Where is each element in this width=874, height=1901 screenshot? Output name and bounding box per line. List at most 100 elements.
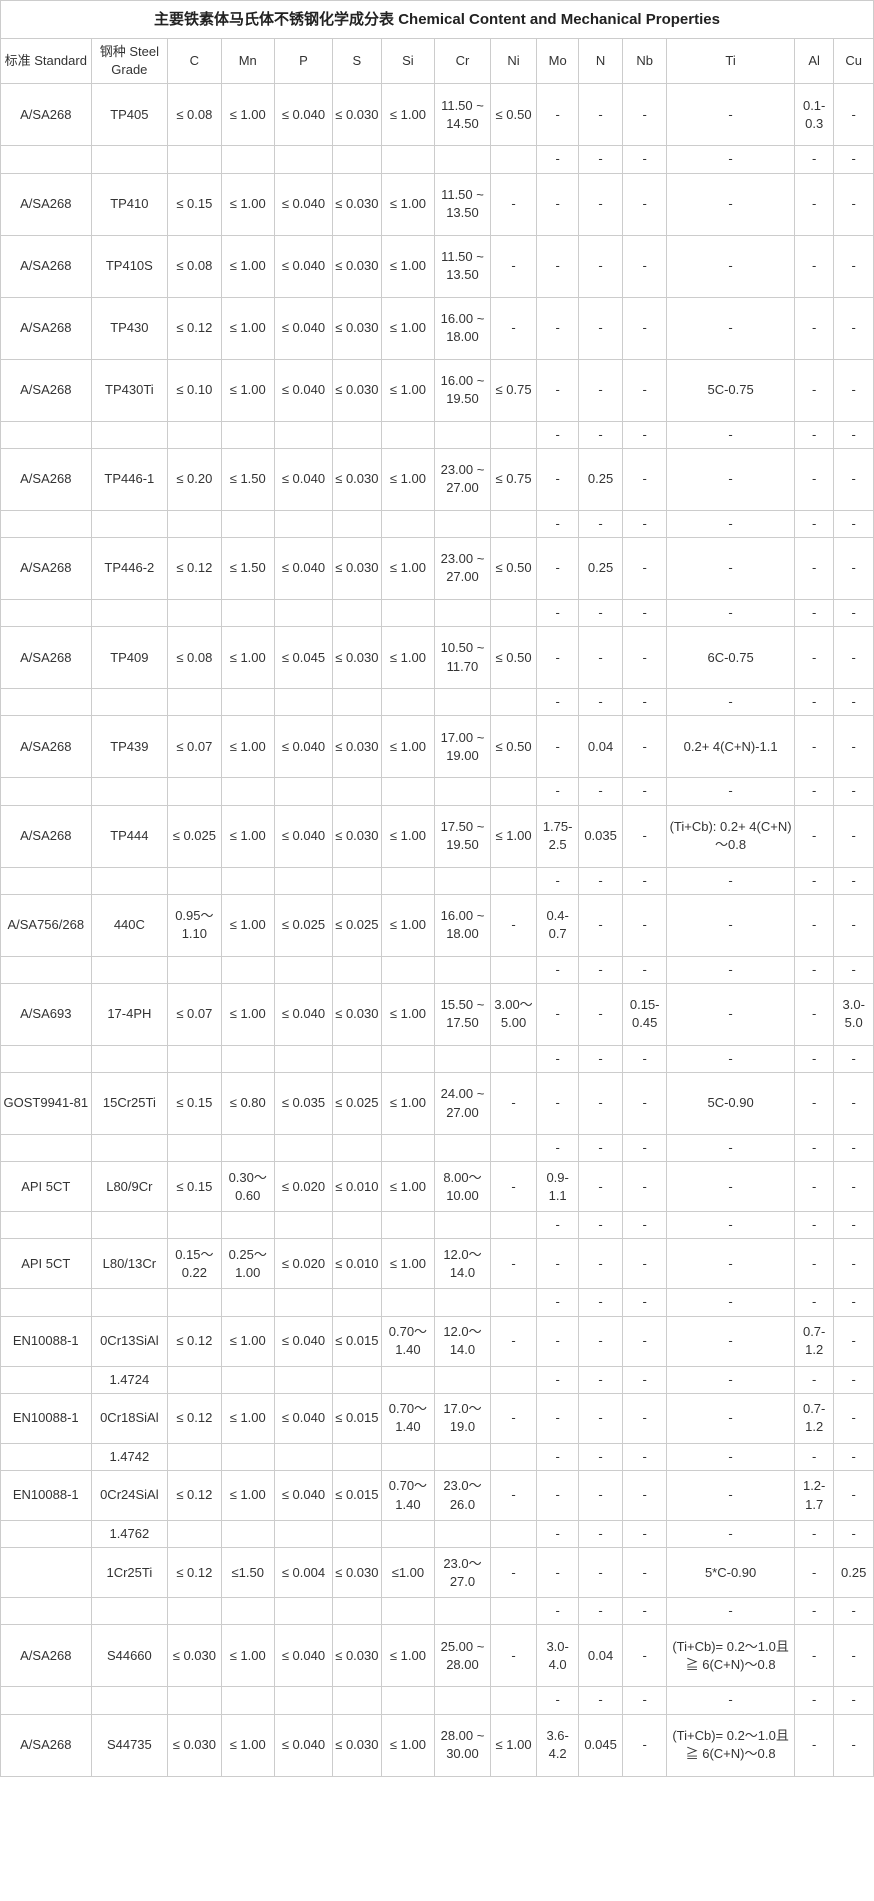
table-cell: 0.95～1.10: [168, 894, 221, 956]
table-cell: -: [834, 1135, 874, 1162]
table-cell: ≤ 1.00: [381, 173, 434, 235]
table-cell: -: [579, 84, 623, 146]
table-cell: [381, 599, 434, 626]
table-cell: ≤ 0.50: [490, 627, 536, 689]
table-cell: -: [537, 173, 579, 235]
table-cell: -: [794, 448, 833, 510]
table-cell: [168, 1135, 221, 1162]
table-cell: 15.50 ~ 17.50: [435, 983, 491, 1045]
table-cell: [435, 1521, 491, 1548]
table-cell: -: [537, 1548, 579, 1598]
table-cell: ≤ 0.040: [274, 1316, 332, 1366]
table-cell: ≤ 0.75: [490, 448, 536, 510]
table-cell: -: [537, 448, 579, 510]
table-cell: -: [579, 1393, 623, 1443]
table-cell: -: [537, 627, 579, 689]
table-cell: [435, 778, 491, 805]
table-cell: -: [834, 421, 874, 448]
table-cell: ≤ 0.030: [332, 716, 381, 778]
table-cell: [332, 689, 381, 716]
table-cell: -: [579, 1443, 623, 1470]
table-cell: -: [579, 778, 623, 805]
table-cell: -: [834, 778, 874, 805]
table-cell: [168, 689, 221, 716]
table-cell: [381, 1366, 434, 1393]
table-cell: [490, 1045, 536, 1072]
table-cell: -: [794, 716, 833, 778]
table-cell: [332, 1687, 381, 1714]
table-cell: -: [834, 1714, 874, 1776]
table-cell: [435, 689, 491, 716]
table-cell: [435, 1443, 491, 1470]
table-cell: 0.045: [579, 1714, 623, 1776]
table-cell: ≤ 0.10: [168, 359, 221, 421]
table-cell: ≤ 0.015: [332, 1393, 381, 1443]
table-cell: ≤ 0.040: [274, 716, 332, 778]
table-row: EN10088-10Cr13SiAl≤ 0.12≤ 1.00≤ 0.040≤ 0…: [1, 1316, 874, 1366]
column-header: Ni: [490, 39, 536, 84]
table-cell: -: [490, 1162, 536, 1212]
table-cell: -: [667, 599, 795, 626]
table-cell: -: [623, 599, 667, 626]
table-cell: ≤1.50: [221, 1548, 274, 1598]
table-cell: ≤ 0.040: [274, 1471, 332, 1521]
table-row: A/SA268TP444≤ 0.025≤ 1.00≤ 0.040≤ 0.030≤…: [1, 805, 874, 867]
table-cell: [168, 599, 221, 626]
table-row: A/SA69317-4PH≤ 0.07≤ 1.00≤ 0.040≤ 0.030≤…: [1, 983, 874, 1045]
table-cell: ≤ 0.030: [332, 84, 381, 146]
table-cell: ≤ 0.040: [274, 173, 332, 235]
table-cell: [490, 867, 536, 894]
table-cell: A/SA268: [1, 359, 92, 421]
table-cell: -: [623, 1316, 667, 1366]
table-cell: [490, 956, 536, 983]
table-cell: GOST9941-81: [1, 1073, 92, 1135]
table-cell: 11.50 ~ 14.50: [435, 84, 491, 146]
table-cell: 15Cr25Ti: [91, 1073, 168, 1135]
table-cell: -: [537, 1316, 579, 1366]
table-cell: -: [623, 1687, 667, 1714]
table-row: A/SA268TP405≤ 0.08≤ 1.00≤ 0.040≤ 0.030≤ …: [1, 84, 874, 146]
table-cell: ≤ 0.50: [490, 716, 536, 778]
table-cell: ≤ 0.12: [168, 1471, 221, 1521]
table-cell: ≤ 1.00: [490, 805, 536, 867]
table-cell: -: [537, 1212, 579, 1239]
table-cell: -: [537, 983, 579, 1045]
table-cell: [1, 1135, 92, 1162]
table-cell: [168, 956, 221, 983]
table-cell: 0.2+ 4(C+N)-1.1: [667, 716, 795, 778]
column-header: Mn: [221, 39, 274, 84]
table-row: A/SA268TP439≤ 0.07≤ 1.00≤ 0.040≤ 0.030≤ …: [1, 716, 874, 778]
table-cell: 0.035: [579, 805, 623, 867]
table-cell: ≤ 1.00: [221, 627, 274, 689]
table-cell: -: [834, 510, 874, 537]
table-cell: -: [667, 1687, 795, 1714]
table-cell: -: [834, 1393, 874, 1443]
table-cell: ≤ 0.025: [332, 1073, 381, 1135]
table-cell: -: [537, 84, 579, 146]
table-cell: [91, 1135, 168, 1162]
table-cell: [274, 146, 332, 173]
table-row: 1Cr25Ti≤ 0.12≤1.50≤ 0.004≤ 0.030≤1.0023.…: [1, 1548, 874, 1598]
table-cell: [168, 778, 221, 805]
table-cell: [221, 1521, 274, 1548]
table-cell: -: [490, 1073, 536, 1135]
table-cell: [332, 1289, 381, 1316]
table-cell: 11.50 ~ 13.50: [435, 173, 491, 235]
table-cell: TP410: [91, 173, 168, 235]
table-cell: -: [623, 1162, 667, 1212]
table-row: A/SA756/268440C0.95～1.10≤ 1.00≤ 0.025≤ 0…: [1, 894, 874, 956]
table-cell: -: [537, 235, 579, 297]
table-cell: -: [667, 1135, 795, 1162]
table-cell: -: [834, 1625, 874, 1687]
table-cell: [490, 1443, 536, 1470]
table-cell: -: [794, 627, 833, 689]
table-row: 1.4742------: [1, 1443, 874, 1470]
column-header: Nb: [623, 39, 667, 84]
table-cell: [1, 956, 92, 983]
table-cell: -: [537, 716, 579, 778]
table-cell: [381, 510, 434, 537]
table-cell: -: [623, 1443, 667, 1470]
table-cell: A/SA268: [1, 1625, 92, 1687]
table-cell: ≤ 0.040: [274, 448, 332, 510]
table-cell: ≤ 0.08: [168, 235, 221, 297]
